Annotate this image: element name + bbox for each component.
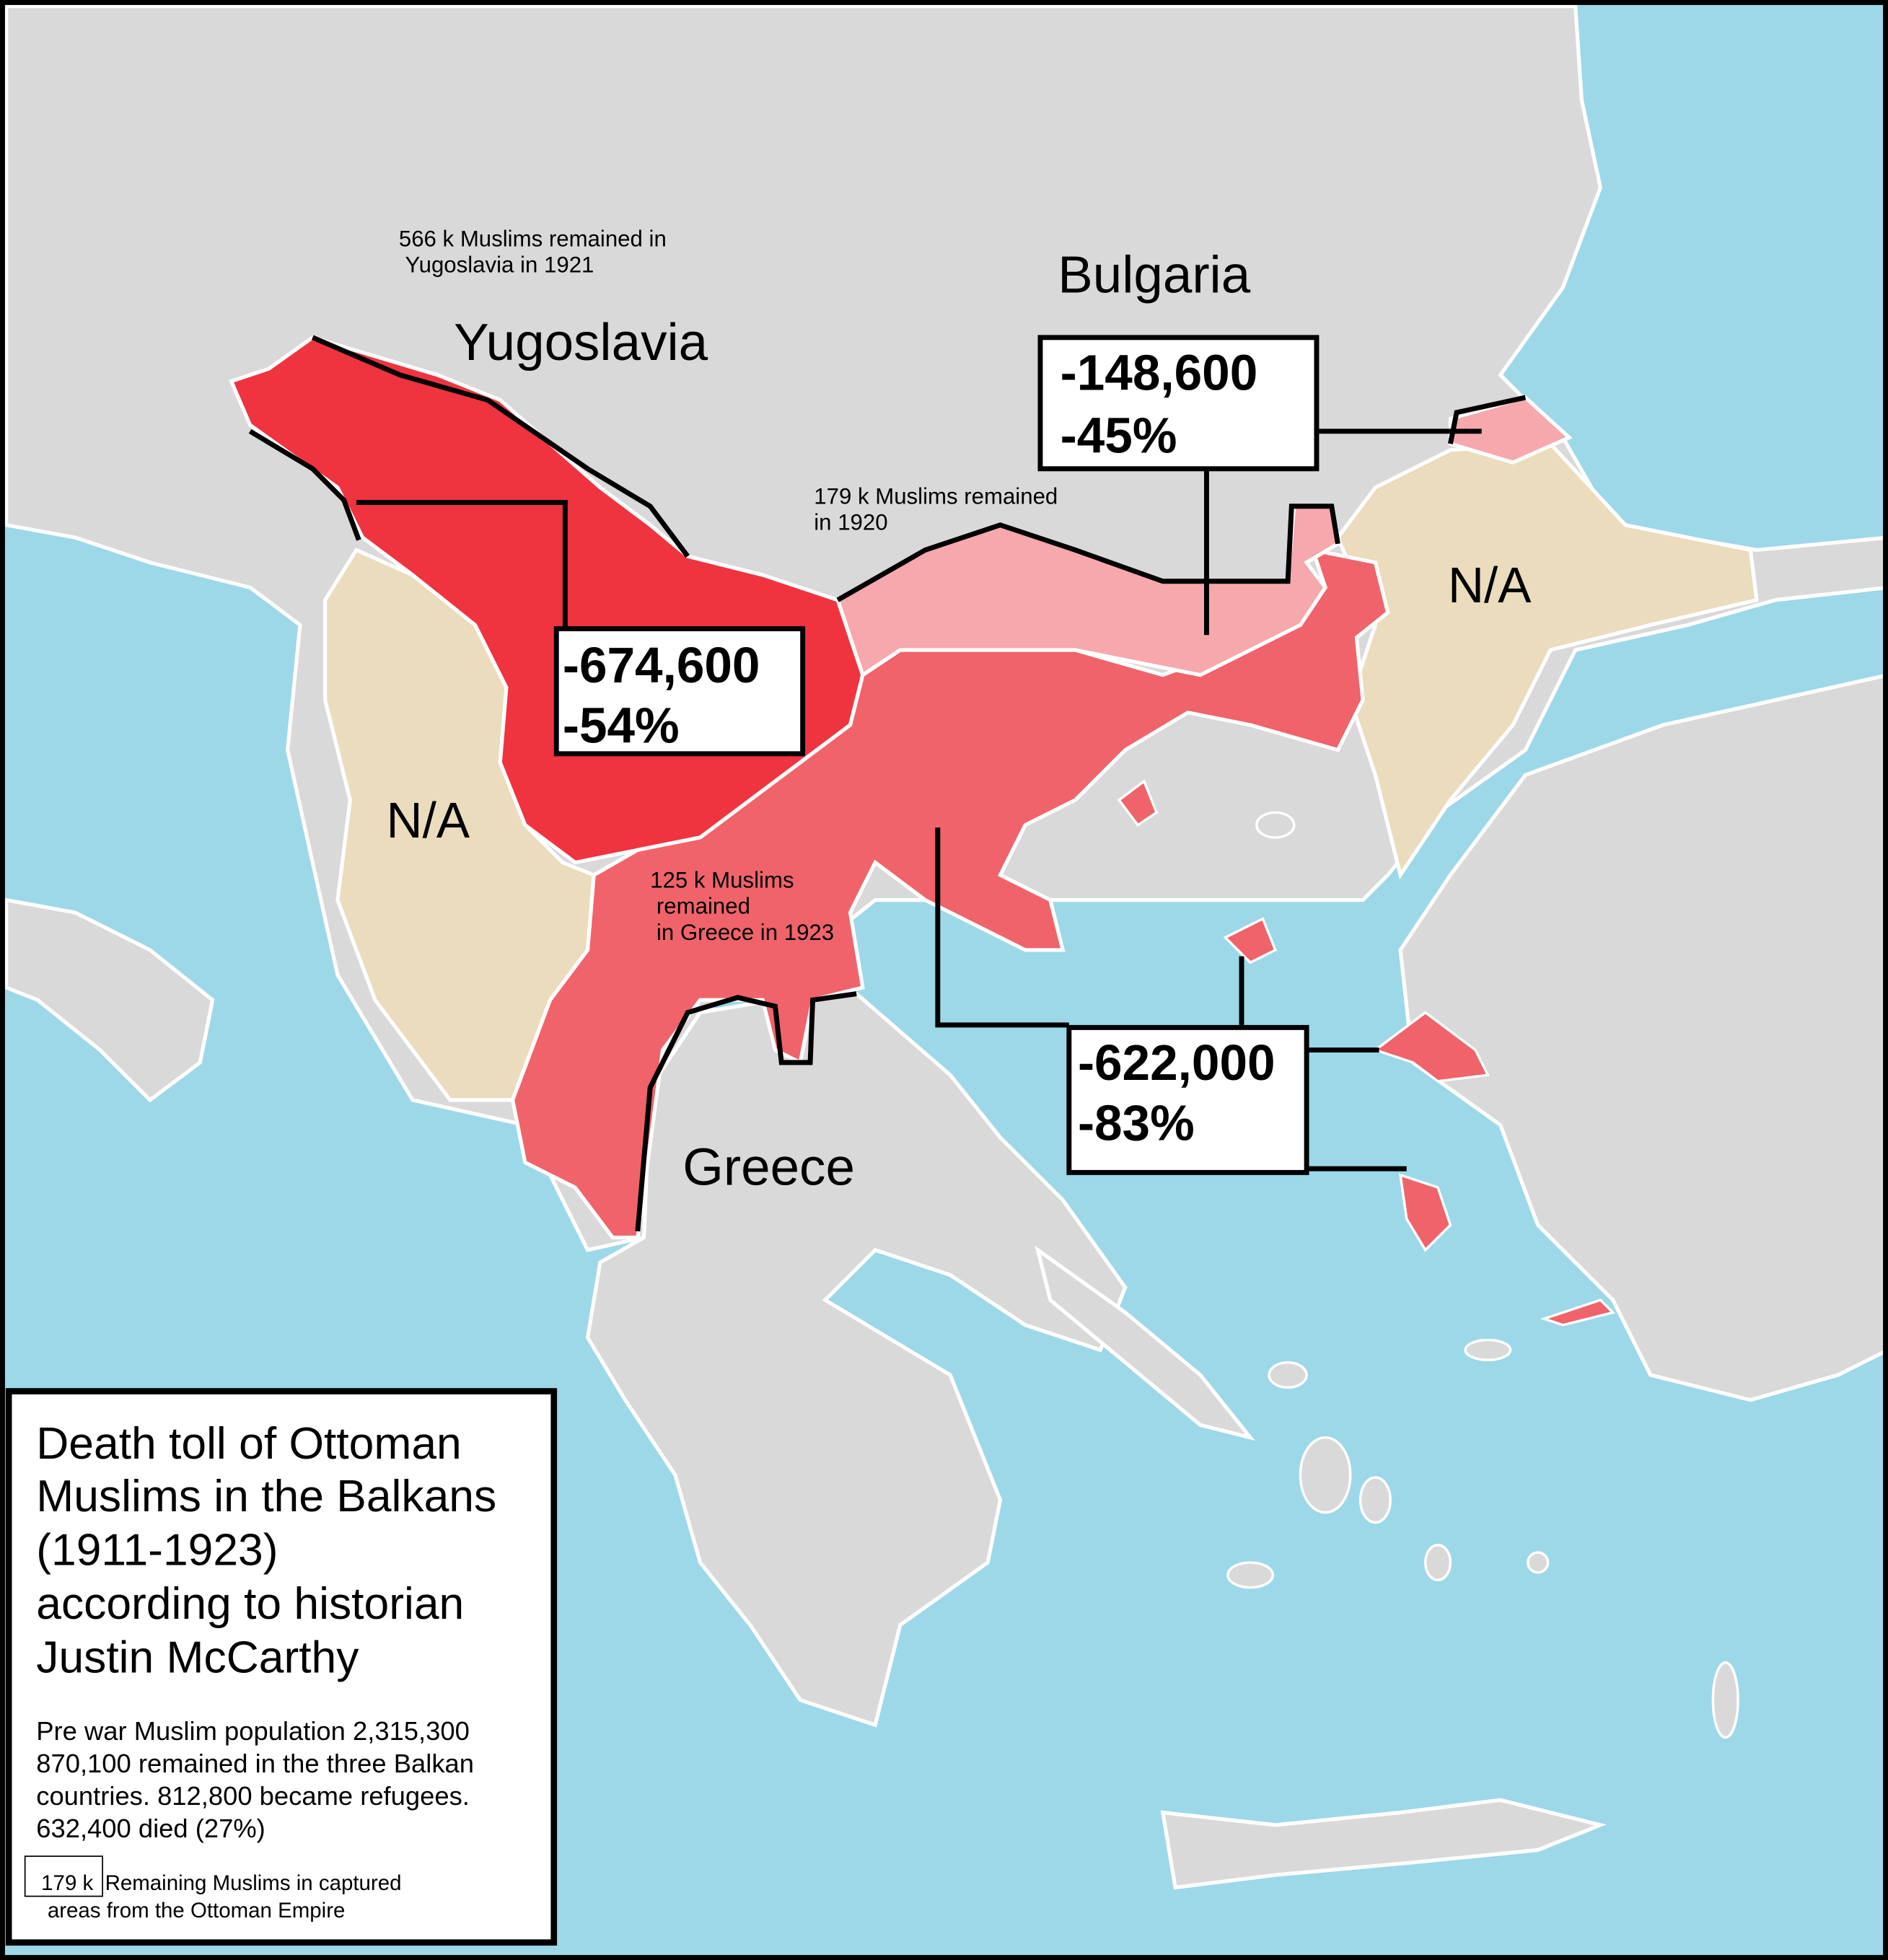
bulgaria-remaining-1: 179 k Muslims remained bbox=[814, 483, 1058, 509]
island bbox=[1424, 1543, 1452, 1581]
label-yugoslavia: Yugoslavia bbox=[454, 313, 708, 372]
region-greece-loss-island bbox=[1372, 1011, 1490, 1083]
island bbox=[1358, 1476, 1392, 1524]
land-italy bbox=[4, 897, 215, 1103]
boundary-lines bbox=[248, 335, 1527, 1232]
greece-line bbox=[635, 991, 857, 1232]
legend-title-line: according to historian bbox=[36, 1579, 464, 1629]
greece-remaining-1: 125 k Muslims bbox=[650, 867, 794, 892]
island bbox=[1464, 1338, 1512, 1361]
land-greece bbox=[585, 991, 1128, 1728]
island bbox=[1711, 1661, 1739, 1739]
label-greece: Greece bbox=[682, 1138, 855, 1197]
legend-body-line: 870,100 remained in the three Balkan bbox=[36, 1749, 474, 1778]
callout-percent: -83% bbox=[1078, 1094, 1195, 1151]
islands bbox=[1226, 811, 1739, 1739]
callout-count: -148,600 bbox=[1061, 345, 1258, 401]
yugoslavia-remaining-2: Yugoslavia in 1921 bbox=[405, 252, 594, 278]
yugoslavia-west-line bbox=[248, 429, 361, 541]
callout-greece: -622,000 -83% bbox=[1066, 1024, 1309, 1175]
callout-bulgaria: -148,600 -45% bbox=[1037, 335, 1320, 472]
region-greece-loss-island bbox=[1398, 1173, 1452, 1252]
bulgaria-line bbox=[836, 504, 1340, 602]
region-greece-loss bbox=[510, 547, 1390, 1240]
bulgaria-remaining-2: in 1920 bbox=[814, 510, 887, 535]
land-euboea bbox=[1035, 1245, 1255, 1441]
legend-key-sample: 179 k bbox=[41, 1871, 93, 1895]
region-greece-loss-island bbox=[1117, 779, 1159, 827]
island bbox=[1299, 1436, 1352, 1514]
legend-title-line: Death toll of Ottoman bbox=[36, 1419, 461, 1469]
callout-box bbox=[1066, 1024, 1309, 1175]
region-greece-loss-island bbox=[1540, 1298, 1616, 1327]
callout-percent: -54% bbox=[563, 697, 680, 753]
island bbox=[1226, 1561, 1275, 1589]
callout-box bbox=[553, 626, 806, 757]
region-greece-loss-island bbox=[1223, 917, 1277, 964]
label-bulgaria: Bulgaria bbox=[1058, 245, 1251, 304]
island bbox=[1268, 1361, 1308, 1389]
legend-box bbox=[5, 1388, 558, 1946]
greece-remaining-3: in Greece in 1923 bbox=[657, 920, 834, 945]
greece-leader-a bbox=[935, 827, 1069, 1028]
legend-key-line2: areas from the Ottoman Empire bbox=[48, 1899, 346, 1922]
legend-title-line: (1911-1923) bbox=[36, 1525, 278, 1575]
greece-remaining-2: remained bbox=[657, 894, 750, 919]
legend-body-line: countries. 812,800 became refugees. bbox=[36, 1781, 470, 1811]
legend-body-line: 632,400 died (27%) bbox=[36, 1814, 265, 1843]
callout-box bbox=[1037, 335, 1320, 472]
label-na-albania: N/A bbox=[387, 792, 470, 848]
legend-key-line1: Remaining Muslims in captured bbox=[105, 1871, 402, 1895]
leader-lines bbox=[356, 429, 1482, 1172]
callout-count: -674,600 bbox=[563, 637, 760, 693]
island bbox=[1527, 1551, 1550, 1574]
land-crete bbox=[1160, 1798, 1607, 1890]
label-na-thrace: N/A bbox=[1448, 557, 1532, 613]
legend-title-line: Justin McCarthy bbox=[36, 1632, 359, 1682]
legend-key-swatch bbox=[24, 1855, 103, 1897]
yugoslavia-prewar-line bbox=[311, 335, 690, 558]
callout-percent: -45% bbox=[1061, 407, 1177, 463]
legend-body-line: Pre war Muslim population 2,315,300 bbox=[36, 1716, 470, 1746]
yugoslavia-remaining-1: 566 k Muslims remained in bbox=[399, 226, 667, 251]
island bbox=[1255, 811, 1296, 839]
yugoslavia-leader bbox=[356, 500, 568, 632]
callout-count: -622,000 bbox=[1078, 1034, 1276, 1091]
legend-title-line: Muslims in the Balkans bbox=[36, 1472, 496, 1521]
callout-yugoslavia: -674,600 -54% bbox=[553, 626, 806, 757]
land-anatolia bbox=[1398, 673, 1888, 1402]
legend: Death toll of Ottoman Muslims in the Bal… bbox=[5, 1388, 558, 1946]
